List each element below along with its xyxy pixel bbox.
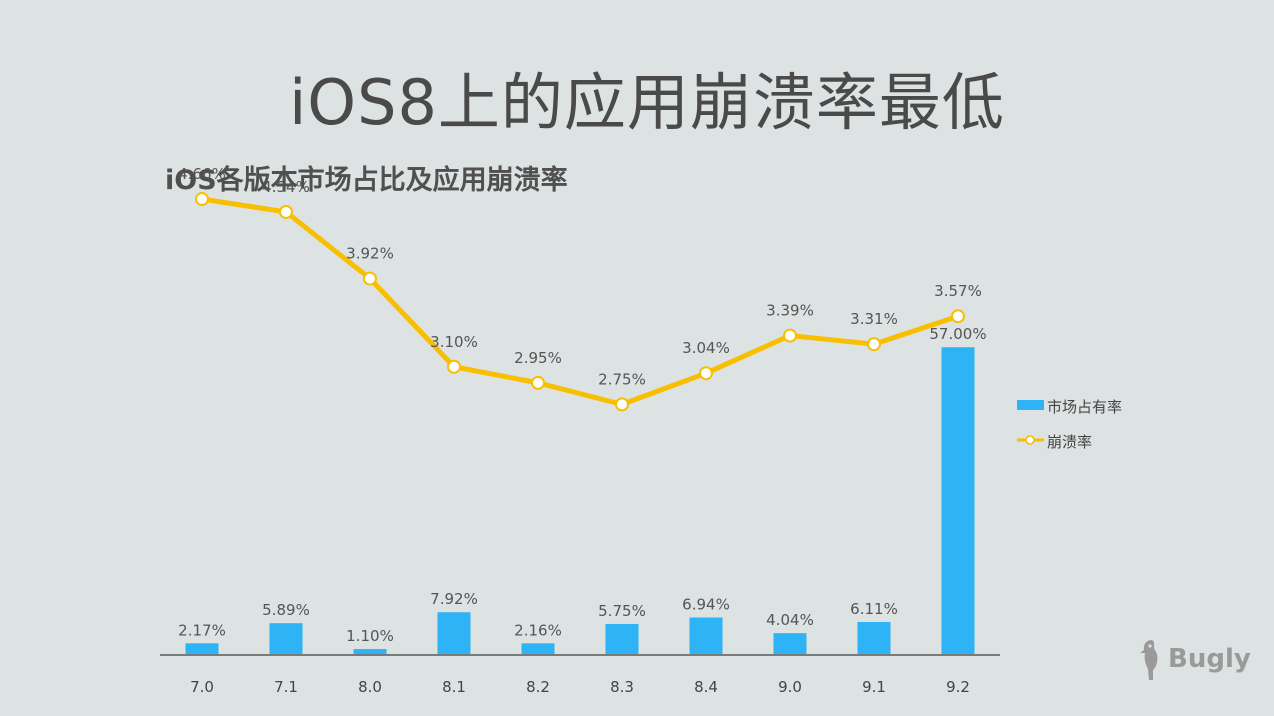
x-tick-8.4: 8.4 [694, 678, 718, 696]
bar-label-8.2: 2.16% [514, 621, 562, 639]
bar-label-8.4: 6.94% [682, 596, 730, 614]
x-tick-9.2: 9.2 [946, 678, 970, 696]
bar-label-9.1: 6.11% [850, 600, 898, 618]
x-tick-9.0: 9.0 [778, 678, 802, 696]
bar-label-8.0: 1.10% [346, 627, 394, 645]
crash-point-8.4 [699, 366, 713, 381]
bar-label-7.0: 2.17% [178, 621, 226, 639]
crash-point-7.0 [195, 192, 209, 207]
legend-line-marker [1025, 435, 1035, 445]
bar-label-7.1: 5.89% [262, 601, 310, 619]
crash-label-9.2: 3.57% [934, 282, 982, 300]
bar-8.1 [437, 612, 471, 655]
crash-label-8.2: 2.95% [514, 349, 562, 367]
woodpecker-icon [1140, 640, 1158, 680]
bar-9.2 [941, 347, 975, 655]
bar-8.4 [689, 617, 723, 655]
chart-title: iOS各版本市场占比及应用崩溃率 [165, 165, 568, 196]
x-tick-7.1: 7.1 [274, 678, 298, 696]
bar-label-8.3: 5.75% [598, 602, 646, 620]
crash-point-8.2 [531, 375, 545, 390]
bar-label-8.1: 7.92% [430, 590, 478, 608]
bar-8.3 [605, 623, 639, 655]
slide-title: iOS8上的应用崩溃率最低 [289, 66, 1005, 139]
bar-8.0 [353, 649, 387, 655]
x-tick-7.0: 7.0 [190, 678, 214, 696]
crash-label-8.1: 3.10% [430, 333, 478, 351]
legend-line-label: 崩溃率 [1047, 433, 1092, 451]
legend-bar-label: 市场占有率 [1047, 398, 1122, 416]
crash-point-9.2 [951, 309, 965, 324]
bar-9.1 [857, 622, 891, 655]
x-tick-labels: 7.0 7.1 8.0 8.1 8.2 8.3 8.4 9.0 9.1 9.2 [190, 678, 970, 696]
crash-point-7.1 [279, 204, 293, 219]
bar-series [185, 347, 975, 655]
bar-7.1 [269, 623, 303, 655]
crash-point-8.0 [363, 271, 377, 286]
crash-point-8.3 [615, 397, 629, 412]
crash-point-9.0 [783, 328, 797, 343]
crash-point-8.1 [447, 359, 461, 374]
x-tick-8.1: 8.1 [442, 678, 466, 696]
x-tick-8.0: 8.0 [358, 678, 382, 696]
crash-point-9.1 [867, 337, 881, 352]
crash-rate-points [195, 192, 965, 412]
crash-label-7.1: 4.54% [262, 178, 310, 196]
bar-8.2 [521, 643, 555, 655]
crash-label-8.4: 3.04% [682, 339, 730, 357]
logo-text: Bugly [1168, 644, 1251, 674]
legend-bar-swatch [1017, 400, 1044, 410]
crash-label-9.0: 3.39% [766, 302, 814, 320]
bugly-logo: Bugly [1138, 636, 1258, 684]
bar-value-labels: 2.17% 5.89% 1.10% 7.92% 2.16% 5.75% 6.94% 4.04%… [178, 325, 986, 645]
crash-label-7.0: 4.66% [178, 165, 226, 183]
crash-rate-labels: 4.66% 4.54% 3.92% 3.10% 2.95% 2.75% 3.04% 3.39%… [178, 165, 982, 388]
x-tick-8.2: 8.2 [526, 678, 550, 696]
bar-label-9.0: 4.04% [766, 611, 814, 629]
bar-7.0 [185, 643, 219, 655]
bar-label-9.2: 57.00% [929, 325, 986, 343]
x-tick-9.1: 9.1 [862, 678, 886, 696]
bar-9.0 [773, 633, 807, 655]
crash-label-8.3: 2.75% [598, 370, 646, 388]
x-tick-8.3: 8.3 [610, 678, 634, 696]
crash-label-8.0: 3.92% [346, 245, 394, 263]
crash-rate-line [201, 196, 959, 407]
crash-label-9.1: 3.31% [850, 310, 898, 328]
legend: 市场占有率 崩溃率 [1017, 398, 1122, 451]
